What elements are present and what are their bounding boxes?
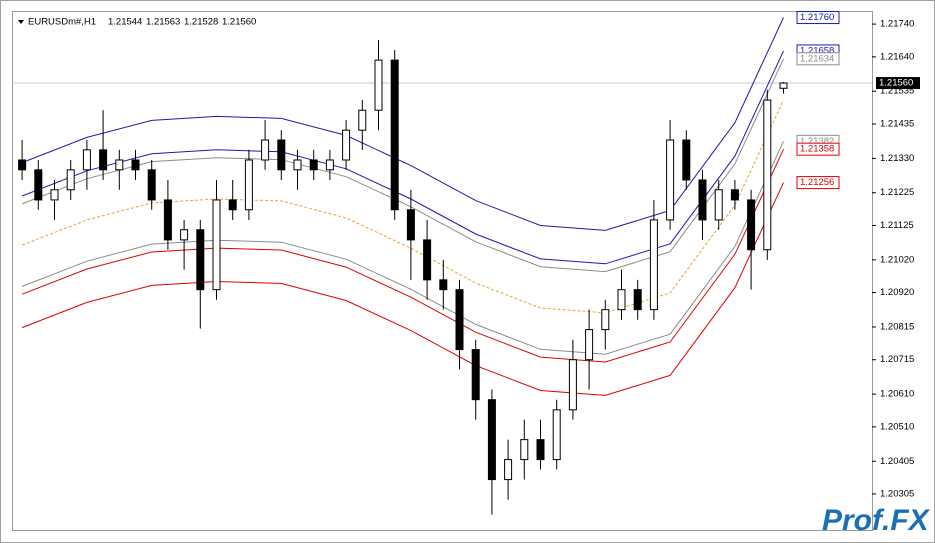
- candle-body: [698, 179, 707, 221]
- candle-body: [277, 139, 286, 171]
- header-price: 1.21528: [184, 17, 218, 28]
- candle-body: [666, 139, 675, 221]
- candle-body: [649, 219, 658, 311]
- band-label: 1.21256: [800, 177, 834, 188]
- y-tick-label: 1.20610: [880, 389, 914, 400]
- candle-body: [163, 199, 172, 241]
- menu-arrow[interactable]: [18, 20, 24, 24]
- candle-body: [131, 159, 140, 171]
- band-label: 1.21382: [800, 136, 834, 147]
- candle-body: [196, 229, 205, 291]
- y-tick-label: 1.21225: [880, 187, 914, 198]
- candle-body: [99, 149, 108, 171]
- candle-body: [504, 459, 513, 481]
- y-tick-label: 1.20920: [880, 287, 914, 298]
- candle-body: [487, 399, 496, 481]
- candle-body: [633, 289, 642, 311]
- plot-frame: [12, 11, 873, 531]
- candle-body: [763, 99, 772, 251]
- symbol-title: EURUSDm#,H1: [28, 17, 96, 28]
- watermark: Prof.FX: [822, 504, 931, 537]
- candle-body: [617, 289, 626, 311]
- candle-body: [66, 169, 75, 191]
- y-tick-label: 1.20510: [880, 421, 914, 432]
- candle-body: [552, 409, 561, 461]
- band-label: 1.21658: [800, 45, 834, 56]
- candle-body: [747, 199, 756, 251]
- candle-body: [228, 199, 237, 211]
- band-label: 1.21760: [800, 12, 834, 23]
- candle-body: [585, 329, 594, 361]
- candle-body: [423, 239, 432, 281]
- candle-body: [180, 229, 189, 241]
- candle-body: [568, 359, 577, 411]
- candle-body: [82, 149, 91, 171]
- y-tick-label: 1.21535: [880, 86, 914, 97]
- candle-body: [115, 159, 124, 171]
- candle-body: [325, 159, 334, 171]
- y-tick-label: 1.20815: [880, 321, 914, 332]
- y-tick-label: 1.20405: [880, 456, 914, 467]
- candle-body: [261, 139, 270, 161]
- y-tick-label: 1.21020: [880, 254, 914, 265]
- candle-body: [390, 59, 399, 211]
- candle-body: [455, 289, 464, 351]
- candle-body: [34, 169, 43, 201]
- band-line: [21, 182, 784, 396]
- candle-body: [50, 189, 59, 201]
- band-line: [21, 148, 784, 363]
- band-label: 1.21634: [800, 53, 834, 64]
- candle-body: [471, 349, 480, 401]
- band-label: 1.21358: [800, 144, 834, 155]
- candle-body: [439, 279, 448, 291]
- band-label-box: [796, 176, 840, 190]
- candle-body: [374, 59, 383, 111]
- header-price: 1.21560: [222, 17, 256, 28]
- y-tick-label: 1.21330: [880, 153, 914, 164]
- y-tick-label: 1.21740: [880, 19, 914, 30]
- current-price-label: 1.21560: [879, 78, 913, 89]
- candle-body: [601, 309, 610, 331]
- candle-body: [244, 159, 253, 211]
- candle-body: [342, 129, 351, 161]
- y-tick-label: 1.20305: [880, 488, 914, 499]
- candle-body: [536, 439, 545, 461]
- candle-body: [406, 209, 415, 241]
- band-label-box: [796, 52, 840, 66]
- candle-body: [779, 82, 788, 89]
- band-label-box: [796, 11, 840, 25]
- header-price: 1.21544: [108, 17, 142, 28]
- candle-body: [212, 199, 221, 291]
- y-tick-label: 1.21640: [880, 51, 914, 62]
- candle-body: [147, 169, 156, 201]
- y-tick-label: 1.21125: [880, 220, 914, 231]
- y-tick-label: 1.20715: [880, 354, 914, 365]
- candle-body: [358, 109, 367, 131]
- candle-body: [682, 139, 691, 181]
- header-price: 1.21563: [146, 17, 180, 28]
- y-tick-label: 1.21435: [880, 118, 914, 129]
- band-line: [21, 141, 784, 355]
- candle-body: [293, 159, 302, 171]
- current-price-box: [876, 77, 920, 90]
- candle-body: [18, 159, 27, 171]
- candle-body: [309, 159, 318, 171]
- band-label-box: [796, 142, 840, 156]
- candle-body: [520, 439, 529, 461]
- candle-body: [714, 189, 723, 221]
- candle-body: [730, 189, 739, 201]
